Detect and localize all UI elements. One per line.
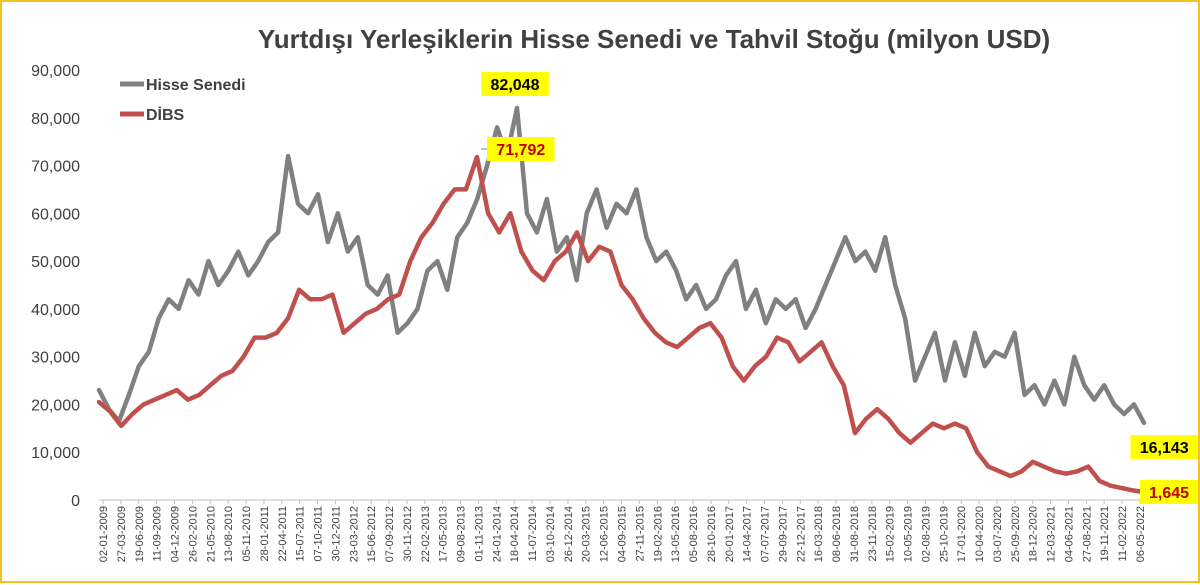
last-label-hisse-senedi-bg	[1130, 435, 1198, 459]
peak-label-dibs-bg	[486, 136, 555, 161]
y-tick-label: 50,000	[31, 254, 80, 271]
x-tick-label: 24-01-2014	[491, 506, 503, 562]
series-line-dibs	[96, 154, 1147, 495]
x-tick-label: 22-12-2017	[795, 506, 807, 562]
x-tick-label: 04-12-2009	[170, 506, 182, 562]
x-tick-label: 07-10-2011	[313, 506, 325, 561]
last-label-hisse-senedi: 16,143	[1140, 440, 1189, 457]
x-tick-label: 30-12-2011	[330, 506, 342, 561]
x-tick-label: 31-08-2018	[849, 506, 861, 562]
x-tick-label: 18-12-2020	[1028, 506, 1040, 562]
y-tick-label: 20,000	[31, 397, 80, 414]
y-tick-label: 40,000	[31, 302, 80, 319]
x-tick-label: 10-05-2019	[903, 506, 915, 562]
x-tick-label: 07-07-2017	[760, 506, 772, 562]
x-tick-label: 19-11-2021	[1099, 506, 1111, 561]
x-tick-label: 20-01-2017	[724, 506, 736, 562]
x-tick-label: 14-04-2017	[742, 506, 754, 562]
x-tick-label: 17-01-2020	[956, 506, 968, 562]
callouts: 82,048 71,792 16,143 1,645	[480, 71, 1198, 504]
x-tick-label: 28-10-2016	[706, 506, 718, 562]
x-tick-label: 27-03-2009	[116, 506, 128, 562]
x-tick-label: 15-06-2012	[366, 506, 378, 562]
x-tick-label: 08-06-2018	[831, 506, 843, 562]
x-tick-label: 05-11-2010	[241, 506, 253, 561]
x-tick-label: 18-04-2014	[509, 506, 521, 562]
x-tick-label: 17-05-2013	[438, 506, 450, 562]
x-tick-label: 11-07-2014	[527, 506, 539, 561]
x-tick-label: 09-08-2013	[456, 506, 468, 562]
x-tick-label: 25-09-2020	[1010, 506, 1022, 562]
x-tick-label: 20-03-2015	[581, 506, 593, 562]
last-label-dibs-bg	[1140, 480, 1198, 504]
x-tick-label: 23-11-2018	[867, 506, 879, 561]
x-tick-label: 02-08-2019	[920, 506, 932, 562]
x-tick-label: 05-08-2016	[688, 506, 700, 562]
x-tick-label: 03-07-2020	[992, 506, 1004, 562]
x-tick-label: 11-09-2009	[152, 506, 164, 561]
x-tick-label: 16-03-2018	[813, 506, 825, 562]
x-tick-label: 21-05-2010	[205, 506, 217, 562]
x-tick-label: 11-02-2022	[1117, 506, 1129, 561]
x-tick-label: 12-03-2021	[1046, 506, 1058, 562]
y-axis: 0 10,000 20,000 30,000 40,000 50,000 60,000 70,…	[31, 63, 80, 510]
x-tick-label: 22-02-2013	[420, 506, 432, 562]
last-label-dibs: 1,645	[1149, 485, 1189, 502]
legend-label-dibs: DİBS	[146, 106, 185, 124]
x-tick-label: 25-10-2019	[938, 506, 950, 562]
x-tick-label: 26-12-2014	[563, 506, 575, 562]
x-tick-label: 22-04-2011	[277, 506, 289, 561]
x-tick-label: 02-01-2009	[98, 506, 110, 562]
x-tick-label: 19-06-2009	[134, 506, 146, 562]
y-tick-label: 30,000	[31, 350, 80, 367]
x-tick-label: 28-01-2011	[259, 506, 271, 561]
x-tick-label: 26-02-2010	[187, 506, 199, 562]
x-tick-label: 30-11-2012	[402, 506, 414, 561]
x-tick-label: 07-09-2012	[384, 506, 396, 562]
y-tick-label: 10,000	[31, 445, 80, 462]
legend: Hisse Senedi DİBS	[120, 77, 246, 124]
y-tick-label: 60,000	[31, 206, 80, 223]
x-tick-label: 04-06-2021	[1063, 506, 1075, 562]
peak-label-dibs: 71,792	[496, 142, 545, 159]
x-tick-label: 27-08-2021	[1081, 506, 1093, 562]
y-tick-label: 80,000	[31, 111, 80, 128]
series-line-hisse-senedi	[96, 105, 1147, 426]
x-tick-label: 01-11-2013	[473, 506, 485, 561]
x-tick-label: 10-04-2020	[974, 506, 986, 562]
x-axis: 02-01-2009 27-03-2009 19-06-2009 11-09-2009…	[98, 499, 1147, 562]
peak-label-hisse-senedi: 82,048	[491, 77, 540, 94]
x-tick-label: 06-05-2022	[1135, 506, 1147, 562]
x-tick-label: 03-10-2014	[545, 506, 557, 562]
x-tick-label: 12-06-2015	[599, 506, 611, 562]
x-tick-label: 19-02-2016	[652, 506, 664, 562]
x-tick-label: 27-11-2015	[634, 506, 646, 561]
x-tick-label: 04-09-2015	[617, 506, 629, 562]
y-tick-label: 90,000	[31, 63, 80, 80]
x-tick-label: 15-02-2019	[885, 506, 897, 562]
y-tick-label: 70,000	[31, 159, 80, 176]
x-tick-label: 13-05-2016	[670, 506, 682, 562]
x-tick-label: 29-09-2017	[777, 506, 789, 562]
peak-label-hisse-senedi-bg	[481, 71, 549, 96]
x-tick-label: 15-07-2011	[295, 506, 307, 561]
y-tick-label: 0	[71, 493, 80, 510]
x-tick-label: 13-08-2010	[223, 506, 235, 562]
series-layer	[96, 105, 1147, 495]
chart-title: Yurtdışı Yerleşiklerin Hisse Senedi ve T…	[258, 24, 1050, 54]
legend-label-hisse: Hisse Senedi	[146, 77, 246, 94]
x-tick-label: 23-03-2012	[348, 506, 360, 562]
